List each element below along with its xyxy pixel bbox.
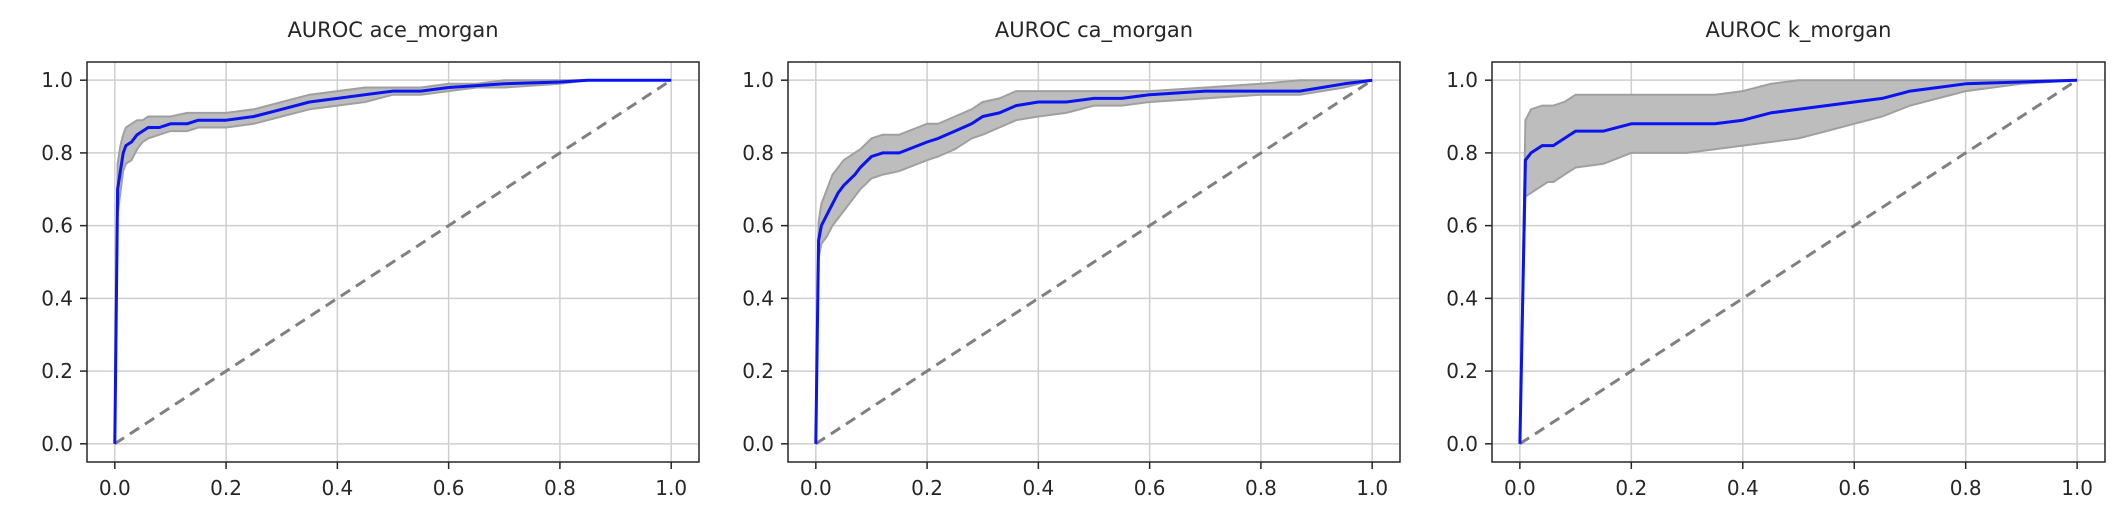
y-tick-label: 0.0: [742, 432, 774, 456]
y-tick-label: 0.6: [742, 214, 774, 238]
y-tick-label: 1.0: [742, 68, 774, 92]
x-tick-label: 0.8: [1950, 476, 1982, 500]
mean-roc-curve: [113, 78, 672, 444]
x-tick-label: 0.2: [210, 476, 242, 500]
roc-upper-bound-line: [814, 79, 1373, 444]
y-tick-label: 0.8: [41, 141, 73, 165]
y-tick-label: 0.8: [742, 141, 774, 165]
x-tick-label: 0.6: [433, 476, 465, 500]
y-tick-label: 0.4: [742, 286, 774, 310]
x-tick-label: 0.0: [99, 476, 131, 500]
x-tick-label: 1.0: [1356, 476, 1388, 500]
y-tick-label: 0.8: [1446, 141, 1478, 165]
x-tick-label: 0.6: [1134, 476, 1166, 500]
y-tick-label: 0.4: [1446, 286, 1478, 310]
roc-lower-bound-line: [814, 79, 1373, 444]
axes-frame: [787, 61, 1401, 463]
x-tick-label: 0.4: [1727, 476, 1759, 500]
x-tick-label: 0.8: [544, 476, 576, 500]
axes-frame: [86, 61, 700, 463]
y-tick-label: 0.2: [742, 359, 774, 383]
x-tick-label: 0.8: [1245, 476, 1277, 500]
y-tick-label: 0.0: [1446, 432, 1478, 456]
x-tick-label: 0.6: [1838, 476, 1870, 500]
x-tick-label: 1.0: [2061, 476, 2093, 500]
chart-panel-3: 0.0 0.2 0.4 0.6 0.8 1.0 0.0 0.2 0.4 0.6 0.8 1.0 AURO…: [1446, 18, 2106, 500]
y-tick-label: 0.4: [41, 286, 73, 310]
y-tick-label: 0.0: [41, 432, 73, 456]
chart-title: AUROC ace_morgan: [287, 18, 498, 43]
roc-confidence-band: [1519, 80, 2078, 444]
chart-panel-2: 0.0 0.2 0.4 0.6 0.8 1.0 0.0 0.2 0.4 0.6 0.8 1.0 AURO…: [742, 18, 1401, 500]
y-tick-label: 1.0: [1446, 68, 1478, 92]
chance-diagonal-line: [814, 78, 1374, 446]
chart-title: AUROC ca_morgan: [995, 18, 1193, 43]
x-tick-label: 0.2: [911, 476, 943, 500]
roc-lower-bound-line: [113, 79, 672, 444]
chart-title: AUROC k_morgan: [1706, 18, 1892, 43]
x-tick-label: 0.4: [1022, 476, 1054, 500]
y-tick-label: 0.6: [1446, 214, 1478, 238]
x-tick-label: 1.0: [655, 476, 687, 500]
axes-frame: [1491, 61, 2106, 463]
y-tick-label: 0.2: [41, 359, 73, 383]
roc-upper-bound-line: [113, 79, 672, 444]
roc-upper-bound-line: [1518, 79, 2078, 444]
y-tick-label: 1.0: [41, 68, 73, 92]
roc-lower-bound-line: [1518, 79, 2078, 444]
x-tick-label: 0.4: [321, 476, 353, 500]
chart-panel-1: 0.0 0.2 0.4 0.6 0.8 1.0 0.0 0.2 0.4 0.6 0.8 1.0 AURO…: [41, 18, 700, 500]
mean-roc-curve: [1518, 78, 2078, 444]
x-tick-label: 0.0: [800, 476, 832, 500]
chance-diagonal-line: [1519, 78, 2078, 446]
x-tick-label: 0.0: [1504, 476, 1536, 500]
y-tick-label: 0.2: [1446, 359, 1478, 383]
panels: 0.0 0.2 0.4 0.6 0.8 1.0 0.0 0.2 0.4 0.6 0.8 1.0 AURO…: [41, 18, 2106, 500]
y-tick-label: 0.6: [41, 214, 73, 238]
mean-roc-curve: [814, 78, 1373, 444]
x-tick-label: 0.2: [1615, 476, 1647, 500]
chance-diagonal-line: [113, 78, 673, 446]
